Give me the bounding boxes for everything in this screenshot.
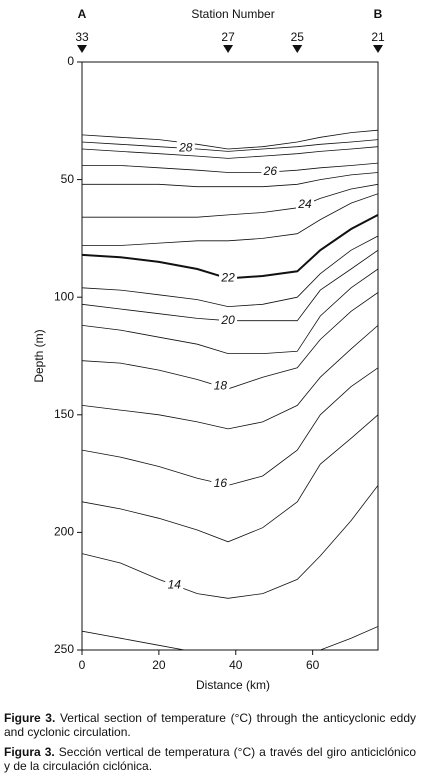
label-mask xyxy=(211,476,230,491)
x-tick-label: 40 xyxy=(229,658,243,672)
caption-en: Figure 3. Vertical section of temperatur… xyxy=(4,711,416,739)
label-mask xyxy=(219,271,238,286)
section-start: A xyxy=(78,7,87,21)
isotherm-label: 24 xyxy=(297,197,312,211)
caption-text: Vertical section of temperature (°C) thr… xyxy=(4,711,416,739)
caption-label: Figure 3. xyxy=(4,711,56,725)
isotherm-label: 26 xyxy=(263,164,278,178)
isotherm xyxy=(82,268,378,354)
station-label: 21 xyxy=(371,30,385,44)
station-marker xyxy=(292,45,303,53)
caption-text: Sección vertical de temperatura (°C) a t… xyxy=(4,745,417,773)
label-mask xyxy=(261,165,280,180)
isotherm-label: 22 xyxy=(220,271,235,285)
y-tick-label: 0 xyxy=(67,54,74,68)
isotherm xyxy=(82,414,378,543)
x-axis-label: Distance (km) xyxy=(196,678,270,692)
y-tick-label: 250 xyxy=(54,642,74,656)
isotherm xyxy=(82,162,378,173)
plot-frame xyxy=(81,61,379,651)
header-title: Station Number xyxy=(191,7,274,21)
isotherm xyxy=(82,367,378,486)
isotherm xyxy=(82,626,378,650)
label-mask xyxy=(295,197,314,212)
y-tick-label: 50 xyxy=(61,172,75,186)
caption-label: Figura 3. xyxy=(4,745,55,759)
isotherm xyxy=(82,172,378,188)
isotherm-label: 28 xyxy=(178,140,193,154)
isotherm xyxy=(82,193,378,246)
station-label: 25 xyxy=(291,30,305,44)
x-tick-label: 0 xyxy=(79,658,86,672)
station-label: 33 xyxy=(75,30,89,44)
caption-es: Figura 3. Sección vertical de temperatur… xyxy=(4,745,416,773)
isotherm xyxy=(82,129,378,150)
isotherm-label: 16 xyxy=(214,476,228,490)
label-mask xyxy=(165,578,184,593)
station-marker xyxy=(223,45,234,53)
label-mask xyxy=(211,379,230,394)
station-label: 27 xyxy=(221,30,235,44)
isotherm xyxy=(82,214,378,280)
isotherm xyxy=(82,292,378,390)
station-marker xyxy=(77,45,87,53)
isotherm xyxy=(82,249,378,322)
y-tick-label: 100 xyxy=(54,289,74,303)
station-marker xyxy=(373,45,383,53)
isotherm-label: 14 xyxy=(168,577,182,591)
y-tick-label: 150 xyxy=(54,407,74,421)
y-axis-label: Depth (m) xyxy=(32,329,46,382)
isotherm-label: 20 xyxy=(220,313,235,327)
isotherm xyxy=(82,183,378,218)
isotherm xyxy=(82,325,378,430)
y-tick-label: 200 xyxy=(54,525,74,539)
contour-group: 28 26 24 22 20 18 16 14 xyxy=(82,129,378,650)
isotherm xyxy=(82,235,378,308)
label-mask xyxy=(219,313,238,328)
isotherm xyxy=(82,485,378,599)
isotherm xyxy=(82,139,378,152)
chart: A Station Number B Distance (km) Depth (… xyxy=(32,7,385,692)
section-end: B xyxy=(374,7,383,21)
x-tick-label: 20 xyxy=(152,658,166,672)
label-mask xyxy=(176,141,195,156)
isotherm xyxy=(82,146,378,159)
isotherm-label: 18 xyxy=(214,379,228,393)
x-tick-label: 60 xyxy=(306,658,320,672)
